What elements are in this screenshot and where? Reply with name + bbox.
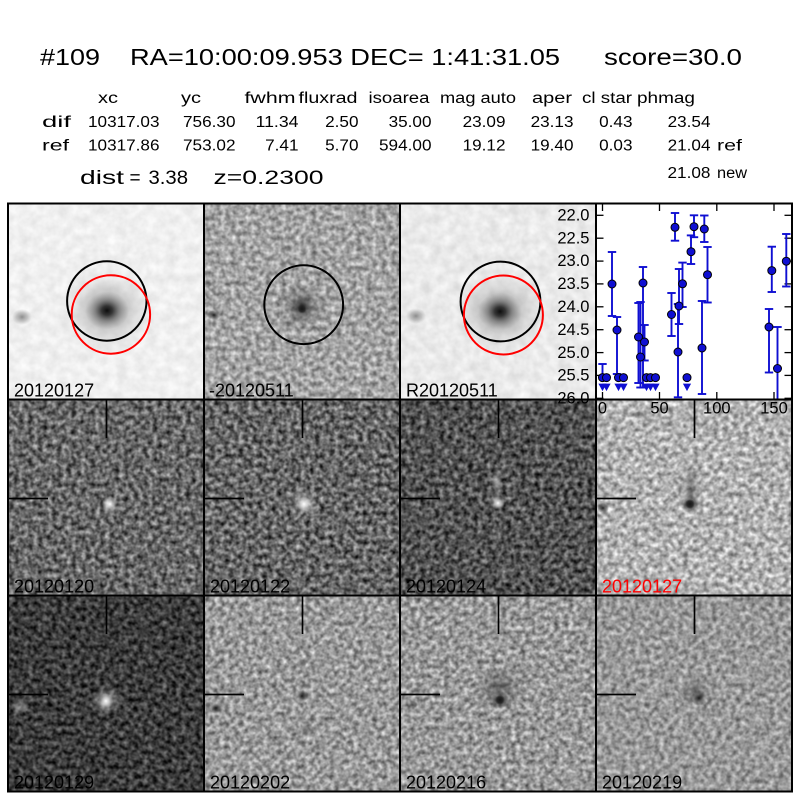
- svg-text:23.0: 23.0: [557, 252, 589, 270]
- svg-text:-20120511: -20120511: [209, 381, 294, 401]
- svg-text:fluxrad: fluxrad: [299, 90, 358, 107]
- svg-text:22.0: 22.0: [557, 207, 589, 225]
- svg-text:20120120: 20120120: [14, 577, 94, 597]
- svg-text:756.30: 756.30: [183, 114, 236, 131]
- svg-text:RA=10:00:09.953 DEC= 1:41:31.0: RA=10:00:09.953 DEC= 1:41:31.05: [130, 44, 560, 70]
- svg-text:100: 100: [703, 400, 731, 418]
- svg-text:score=30.0: score=30.0: [604, 44, 742, 70]
- svg-text:R20120511: R20120511: [406, 381, 498, 401]
- svg-text:2.50: 2.50: [325, 114, 359, 131]
- svg-text:20120124: 20120124: [406, 577, 486, 597]
- svg-text:20120219: 20120219: [602, 773, 682, 793]
- svg-text:20120129: 20120129: [14, 773, 94, 793]
- svg-text:5.70: 5.70: [325, 138, 359, 155]
- svg-text:aper: aper: [532, 90, 572, 107]
- svg-text:24.5: 24.5: [557, 321, 589, 339]
- svg-text:21.08: 21.08: [668, 165, 711, 182]
- svg-text:phmag: phmag: [637, 90, 695, 107]
- svg-text:20120122: 20120122: [210, 577, 290, 597]
- svg-text:=: =: [130, 168, 141, 189]
- svg-text:19.12: 19.12: [463, 138, 506, 155]
- svg-text:#109: #109: [40, 44, 100, 70]
- svg-text:20120216: 20120216: [406, 773, 486, 793]
- svg-text:20120127: 20120127: [602, 577, 682, 597]
- svg-text:594.00: 594.00: [379, 138, 432, 155]
- svg-text:7.41: 7.41: [265, 138, 298, 155]
- svg-text:ref: ref: [717, 138, 743, 155]
- svg-text:24.0: 24.0: [557, 298, 589, 316]
- svg-text:20120202: 20120202: [210, 773, 290, 793]
- svg-text:753.02: 753.02: [183, 138, 236, 155]
- svg-text:23.5: 23.5: [557, 275, 589, 293]
- svg-text:23.09: 23.09: [463, 114, 506, 131]
- svg-text:21.04: 21.04: [668, 138, 711, 155]
- svg-text:dif: dif: [42, 114, 72, 131]
- svg-text:22.5: 22.5: [557, 229, 589, 247]
- svg-text:ref: ref: [42, 138, 70, 155]
- svg-text:20120127: 20120127: [14, 381, 94, 401]
- svg-text:cl star: cl star: [582, 90, 632, 107]
- svg-text:0.03: 0.03: [599, 138, 632, 155]
- svg-text:35.00: 35.00: [389, 114, 432, 131]
- svg-text:150: 150: [760, 400, 788, 418]
- svg-text:50: 50: [650, 400, 668, 418]
- svg-text:23.54: 23.54: [668, 114, 711, 131]
- svg-text:z=0.2300: z=0.2300: [214, 168, 324, 189]
- svg-text:0.43: 0.43: [599, 114, 632, 131]
- svg-text:mag auto: mag auto: [440, 90, 516, 107]
- svg-text:19.40: 19.40: [531, 138, 574, 155]
- svg-text:xc: xc: [98, 90, 118, 107]
- svg-text:10317.03: 10317.03: [88, 114, 160, 131]
- svg-text:dist: dist: [80, 168, 125, 189]
- svg-text:23.13: 23.13: [531, 114, 574, 131]
- svg-text:25.5: 25.5: [557, 367, 589, 385]
- svg-text:10317.86: 10317.86: [88, 138, 160, 155]
- svg-text:11.34: 11.34: [256, 114, 299, 131]
- svg-text:0: 0: [598, 400, 607, 418]
- svg-text:25.0: 25.0: [557, 344, 589, 362]
- svg-text:yc: yc: [181, 90, 201, 107]
- svg-text:new: new: [717, 165, 748, 182]
- svg-text:isoarea: isoarea: [369, 90, 430, 107]
- svg-text:fwhm: fwhm: [245, 90, 296, 107]
- svg-text:3.38: 3.38: [149, 168, 189, 189]
